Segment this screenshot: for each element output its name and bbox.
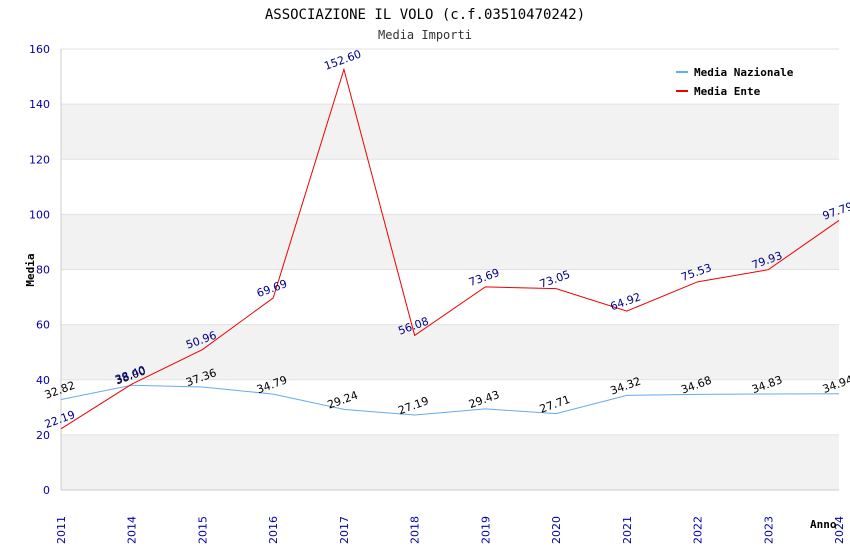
plot-band [61,214,839,270]
legend-label: Media Ente [694,85,761,98]
chart-subtitle: Media Importi [378,28,472,42]
y-axis-title: Media [24,253,37,286]
x-tick-label: 2015 [196,516,209,544]
y-tick-label: 100 [29,208,50,221]
x-tick-label: 2021 [621,516,634,544]
legend-box [670,60,810,102]
x-tick-label: 2020 [550,516,563,544]
plot-band [61,269,839,325]
y-tick-label: 40 [36,374,50,387]
legend-label: Media Nazionale [694,66,794,79]
plot-band [61,324,839,380]
plot-band [61,159,839,215]
plot-band [61,434,839,490]
x-tick-label: 2024 [833,516,846,544]
series-line-media-nazionale [60,384,840,416]
chart-title: ASSOCIAZIONE IL VOLO (c.f.03510470242) [265,7,585,23]
x-tick-label: 2019 [479,516,492,544]
x-tick-label: 2018 [409,516,422,544]
y-tick-label: 0 [43,484,50,497]
y-tick-label: 160 [29,43,50,56]
y-tick-label: 20 [36,429,50,442]
x-axis-title: Anno [810,518,837,531]
y-tick-label: 80 [36,264,50,277]
y-tick-label: 60 [36,319,50,332]
y-axis: 0 20 40 60 80 100 120 140 160 [29,43,50,497]
x-tick-label: 2023 [762,516,775,544]
x-tick-label: 2016 [267,516,280,544]
y-tick-label: 120 [29,153,50,166]
plot-background [60,48,839,491]
x-axis: 2011 2014 2015 2016 2017 2018 2019 2020 2021 2022… [55,516,846,544]
legend: Media Nazionale Media Ente [670,60,810,102]
x-tick-label: 2017 [338,516,351,544]
x-tick-label: 2022 [692,516,705,544]
series-line-media-ente [60,67,840,430]
plot-band [61,379,839,435]
y-tick-label: 140 [29,98,50,111]
plot-band [61,104,839,160]
x-tick-label: 2014 [126,516,139,544]
series-lines [60,67,840,430]
x-tick-label: 2011 [55,516,68,544]
